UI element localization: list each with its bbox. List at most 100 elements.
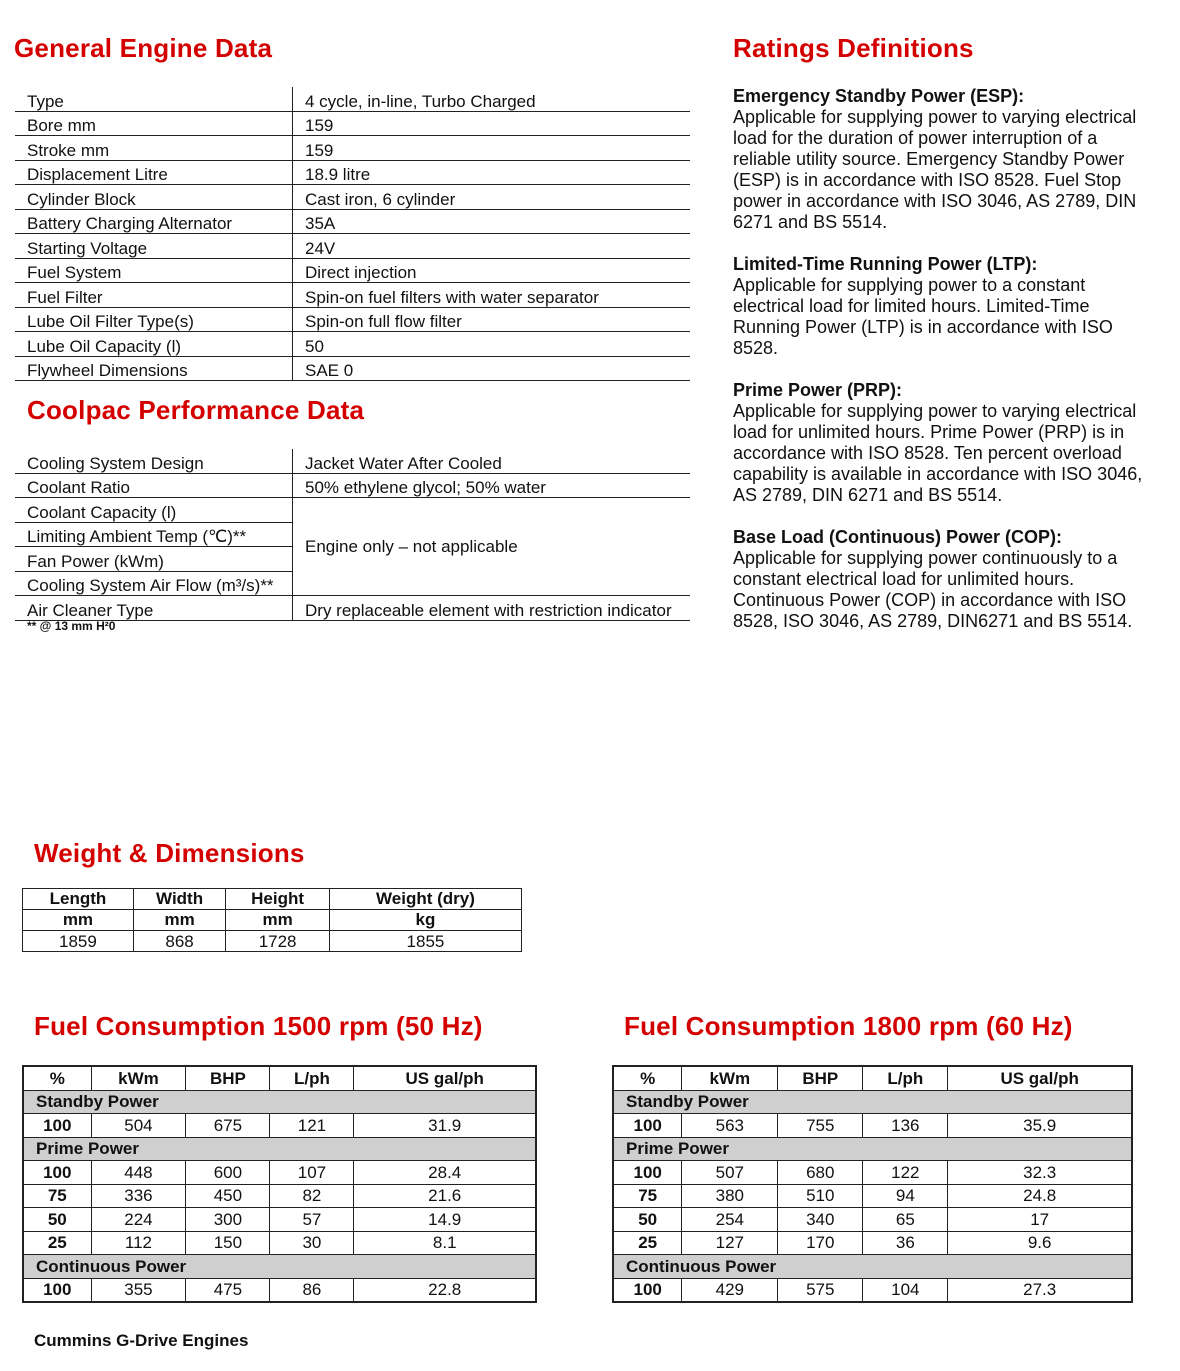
spec-value: 159 <box>292 135 690 161</box>
fuel-cell: 121 <box>269 1113 355 1138</box>
rating-title: Limited-Time Running Power (LTP): <box>733 254 1038 274</box>
fuel-cell: 448 <box>90 1160 187 1185</box>
spec-row: Fan Power (kWm) <box>15 546 690 572</box>
column-header: BHP <box>185 1065 271 1091</box>
fuel-cell: 30 <box>269 1230 355 1255</box>
load-percent: 100 <box>22 1277 92 1303</box>
fuel-section-row: Prime Power <box>22 1136 537 1161</box>
fuel-section-row: Continuous Power <box>612 1254 1133 1279</box>
load-percent: 100 <box>612 1113 683 1138</box>
section-label: Continuous Power <box>22 1254 537 1279</box>
spec-label: Air Cleaner Type <box>15 595 293 621</box>
spec-label: Cooling System Air Flow (m³/s)** <box>15 571 293 596</box>
general-engine-data-title: General Engine Data <box>14 33 273 63</box>
rating-definition: Prime Power (PRP): Applicable for supplyi… <box>733 380 1153 506</box>
spec-row: Lube Oil Capacity (l) 50 <box>15 331 690 357</box>
weight-cell: 1728 <box>225 930 330 952</box>
weight-cell: Length <box>22 888 134 910</box>
fuel-cell: 21.6 <box>353 1183 537 1208</box>
spec-row: Limiting Ambient Temp (℃)** <box>15 522 690 547</box>
load-percent: 100 <box>612 1277 683 1303</box>
spec-row: Displacement Litre 18.9 litre <box>15 160 690 185</box>
spec-label: Coolant Capacity (l) <box>15 497 293 523</box>
fuel-data-row: 100 448 600 107 28.4 <box>22 1160 537 1185</box>
coolpac-title: Coolpac Performance Data <box>27 395 365 425</box>
fuel-cell: 450 <box>185 1183 271 1208</box>
rating-text: Applicable for supplying power to a cons… <box>733 275 1113 358</box>
spec-label: Coolant Ratio <box>15 473 293 498</box>
fuel-cell: 36 <box>862 1230 949 1255</box>
fuel-data-row: 100 507 680 122 32.3 <box>612 1160 1133 1185</box>
load-percent: 100 <box>22 1160 92 1185</box>
rating-title: Prime Power (PRP): <box>733 380 903 400</box>
fuel-cell: 104 <box>862 1277 949 1303</box>
spec-row: Air Cleaner Type Dry replaceable element … <box>15 595 690 621</box>
spec-row: Stroke mm 159 <box>15 135 690 161</box>
column-header: US gal/ph <box>947 1065 1133 1091</box>
spec-label: Type <box>15 87 293 112</box>
weight-cell: Width <box>132 888 227 910</box>
fuel-data-row: 25 127 170 36 9.6 <box>612 1230 1133 1255</box>
spec-value: 4 cycle, in-line, Turbo Charged <box>292 87 690 112</box>
fuel-cell: 136 <box>862 1113 949 1138</box>
fuel-cell: 94 <box>862 1183 949 1208</box>
fuel-cell: 340 <box>777 1207 864 1232</box>
fuel-cell: 563 <box>681 1113 779 1138</box>
spec-row: Battery Charging Alternator 35A <box>15 209 690 234</box>
fuel-cell: 507 <box>681 1160 779 1185</box>
spec-value-merged: Engine only – not applicable <box>292 497 690 596</box>
column-header: kWm <box>681 1065 779 1091</box>
rating-text: Applicable for supplying power continuou… <box>733 548 1133 631</box>
spec-value: Jacket Water After Cooled <box>292 449 690 474</box>
spec-value: 50% ethylene glycol; 50% water <box>292 473 690 498</box>
weight-table: Length Width Height Weight (dry) mm mm mm kg 185… <box>22 888 523 952</box>
spec-row: Starting Voltage 24V <box>15 233 690 259</box>
fuel-cell: 8.1 <box>353 1230 537 1255</box>
spec-row: Type 4 cycle, in-line, Turbo Charged <box>15 87 690 112</box>
spec-row: Flywheel Dimensions SAE 0 <box>15 356 690 381</box>
fuel-cell: 31.9 <box>353 1113 537 1138</box>
weight-cell: Weight (dry) <box>328 888 523 910</box>
weight-cell: mm <box>132 909 227 931</box>
spec-value: SAE 0 <box>292 356 690 381</box>
spec-value: Cast iron, 6 cylinder <box>292 184 690 210</box>
load-percent: 100 <box>612 1160 683 1185</box>
load-percent: 75 <box>612 1183 683 1208</box>
spec-row: Coolant Capacity (l) Engine only – not ap… <box>15 497 690 596</box>
spec-label: Cylinder Block <box>15 184 293 210</box>
column-header: L/ph <box>862 1065 949 1091</box>
fuel-section-row: Continuous Power <box>22 1254 537 1279</box>
fuel-data-row: 75 336 450 82 21.6 <box>22 1183 537 1208</box>
fuel-data-row: 100 563 755 136 35.9 <box>612 1113 1133 1138</box>
fuel-cell: 32.3 <box>947 1160 1133 1185</box>
fuel-cell: 65 <box>862 1207 949 1232</box>
fuel-cell: 355 <box>90 1277 187 1303</box>
fuel-data-row: 100 355 475 86 22.8 <box>22 1277 537 1303</box>
fuel-cell: 300 <box>185 1207 271 1232</box>
column-header: % <box>22 1065 92 1091</box>
fuel-cell: 27.3 <box>947 1277 1133 1303</box>
spec-label: Lube Oil Filter Type(s) <box>15 307 293 332</box>
fuel-data-row: 100 504 675 121 31.9 <box>22 1113 537 1138</box>
fuel-cell: 600 <box>185 1160 271 1185</box>
weight-cell: mm <box>22 909 134 931</box>
fuel-cell: 127 <box>681 1230 779 1255</box>
section-label: Prime Power <box>22 1136 537 1161</box>
fuel-50hz-title: Fuel Consumption 1500 rpm (50 Hz) <box>34 1011 483 1041</box>
ratings-title: Ratings Definitions <box>733 33 974 63</box>
fuel-60hz-title: Fuel Consumption 1800 rpm (60 Hz) <box>624 1011 1073 1041</box>
load-percent: 50 <box>612 1207 683 1232</box>
fuel-cell: 429 <box>681 1277 779 1303</box>
fuel-header-row: % kWm BHP L/ph US gal/ph <box>22 1065 537 1091</box>
spec-row: Fuel System Direct injection <box>15 258 690 283</box>
fuel-cell: 14.9 <box>353 1207 537 1232</box>
footer-brand: Cummins G-Drive Engines <box>34 1331 249 1350</box>
spec-label: Cooling System Design <box>15 449 293 474</box>
spec-value: 18.9 litre <box>292 160 690 185</box>
fuel-cell: 82 <box>269 1183 355 1208</box>
spec-value: Direct injection <box>292 258 690 283</box>
rating-title: Emergency Standby Power (ESP): <box>733 86 1025 106</box>
spec-label: Limiting Ambient Temp (℃)** <box>15 522 293 547</box>
fuel-cell: 57 <box>269 1207 355 1232</box>
